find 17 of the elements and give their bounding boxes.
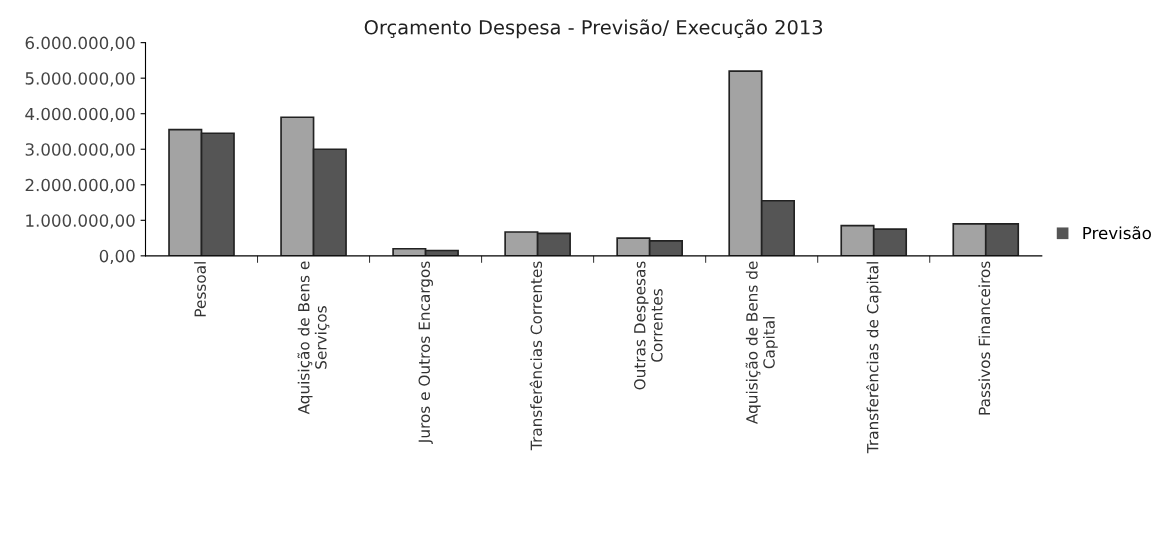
x-tick-label: Passivos Financeiros (978, 261, 991, 415)
y-tick-label: 2.000.000,00 (25, 178, 135, 194)
chart-title: Orçamento Despesa - Previsão/ Execução 2013 (364, 19, 823, 39)
y-tick-label: 5.000.000,00 (25, 72, 135, 87)
x-tick-label: Pessoal (194, 262, 206, 317)
legend-label: Previsão (1083, 226, 1151, 240)
x-tick-label: Juros e Outros Encargos (418, 261, 433, 444)
x-tick-label: Transferências Correntes (529, 261, 543, 451)
x-tick-label: Outras Despesas Correntes (633, 261, 663, 390)
x-tick-label: Aquisição de Bens de Capital (745, 261, 778, 424)
y-tick-label: 1.000.000,00 (26, 214, 135, 229)
y-tick-label: 4.000.000,00 (25, 107, 135, 122)
x-tick-label: Transferências de Capital (866, 262, 882, 454)
x-tick-label: Aquisição de Bens e Serviços (297, 261, 330, 415)
y-tick-label: 3.000.000,00 (25, 143, 135, 158)
y-tick-label: 0,00 (99, 249, 135, 265)
y-tick-label: 6.000.000,00 (25, 36, 135, 51)
